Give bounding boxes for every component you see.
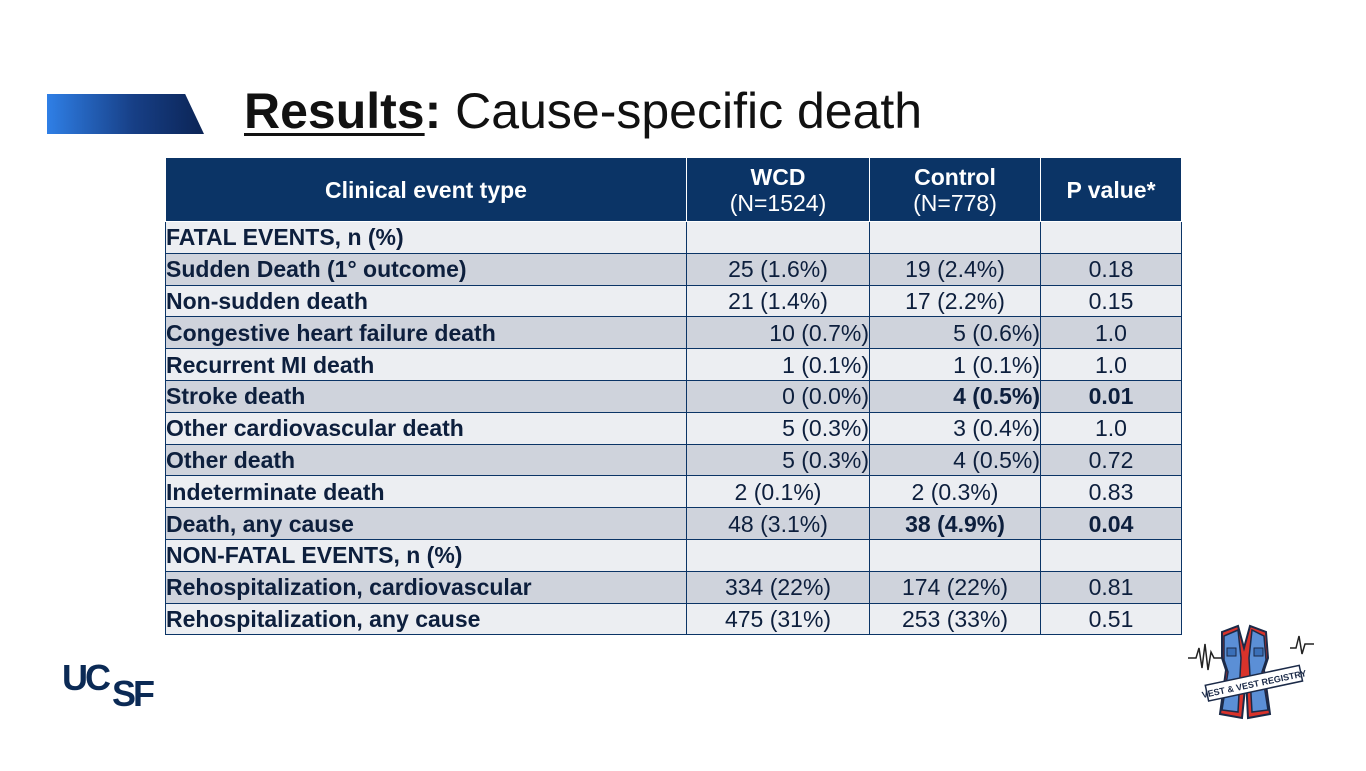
- table-row: Rehospitalization, any cause 475 (31%) 2…: [165, 602, 1182, 636]
- table-row: Non-sudden death 21 (1.4%) 17 (2.2%) 0.1…: [165, 284, 1182, 318]
- row-label: Congestive heart failure death: [165, 316, 687, 350]
- row-p: [1040, 221, 1182, 254]
- row-control: 17 (2.2%): [869, 284, 1041, 318]
- row-wcd: 10 (0.7%): [686, 316, 870, 350]
- row-control: 2 (0.3%): [869, 475, 1041, 509]
- table-header-row: Clinical event type WCD (N=1524) Control(…: [165, 157, 1182, 222]
- row-p: 0.81: [1040, 570, 1182, 604]
- row-label: Indeterminate death: [165, 475, 687, 509]
- slide-title: Results: Cause-specific death: [244, 80, 922, 142]
- row-label: NON-FATAL EVENTS, n (%): [165, 538, 687, 572]
- header-clinical-event-type: Clinical event type: [165, 157, 687, 222]
- table-row: FATAL EVENTS, n (%): [165, 221, 1182, 254]
- row-wcd: [686, 221, 870, 254]
- row-p: 0.15: [1040, 284, 1182, 318]
- title-colon: :: [424, 83, 442, 139]
- row-wcd: 5 (0.3%): [686, 411, 870, 445]
- row-p: 1.0: [1040, 316, 1182, 350]
- row-p: 0.01: [1040, 379, 1182, 413]
- row-p: 0.04: [1040, 507, 1182, 540]
- row-control: 253 (33%): [869, 602, 1041, 636]
- row-p: 0.51: [1040, 602, 1182, 636]
- row-label: Rehospitalization, cardiovascular: [165, 570, 687, 604]
- row-label: Death, any cause: [165, 507, 687, 540]
- row-label: Other cardiovascular death: [165, 411, 687, 445]
- row-wcd: 1 (0.1%): [686, 348, 870, 381]
- row-wcd: 334 (22%): [686, 570, 870, 604]
- row-label: Sudden Death (1° outcome): [165, 252, 687, 286]
- row-p: 1.0: [1040, 348, 1182, 381]
- row-control: 1 (0.1%): [869, 348, 1041, 381]
- table-row: Other cardiovascular death 5 (0.3%) 3 (0…: [165, 411, 1182, 445]
- row-control: [869, 538, 1041, 572]
- row-label: FATAL EVENTS, n (%): [165, 221, 687, 254]
- row-control: 3 (0.4%): [869, 411, 1041, 445]
- row-label: Recurrent MI death: [165, 348, 687, 381]
- table-row: Indeterminate death 2 (0.1%) 2 (0.3%) 0.…: [165, 475, 1182, 509]
- ucsf-logo: UC SF: [62, 660, 157, 710]
- row-control: 4 (0.5%): [869, 443, 1041, 477]
- row-wcd: 5 (0.3%): [686, 443, 870, 477]
- row-label: Rehospitalization, any cause: [165, 602, 687, 636]
- table-row: NON-FATAL EVENTS, n (%): [165, 538, 1182, 572]
- row-label: Stroke death: [165, 379, 687, 413]
- title-bold: Results: [244, 83, 425, 139]
- vest-registry-logo: VEST & VEST REGISTRY: [1188, 624, 1314, 720]
- table-row: Congestive heart failure death 10 (0.7%)…: [165, 316, 1182, 350]
- table-row: Other death 5 (0.3%) 4 (0.5%) 0.72: [165, 443, 1182, 477]
- row-wcd: 475 (31%): [686, 602, 870, 636]
- header-wcd: WCD (N=1524): [686, 157, 870, 222]
- table-row: Rehospitalization, cardiovascular 334 (2…: [165, 570, 1182, 604]
- table-row: Recurrent MI death 1 (0.1%) 1 (0.1%) 1.0: [165, 348, 1182, 381]
- row-wcd: 21 (1.4%): [686, 284, 870, 318]
- row-p: 0.83: [1040, 475, 1182, 509]
- header-control: Control (N=778): [869, 157, 1041, 222]
- row-wcd: 2 (0.1%): [686, 475, 870, 509]
- row-control: [869, 221, 1041, 254]
- row-p: [1040, 538, 1182, 572]
- row-p: 0.72: [1040, 443, 1182, 477]
- row-control: 38 (4.9%): [869, 507, 1041, 540]
- row-control: 5 (0.6%): [869, 316, 1041, 350]
- svg-text:SF: SF: [112, 673, 154, 710]
- row-wcd: 48 (3.1%): [686, 507, 870, 540]
- svg-text:UC: UC: [62, 660, 111, 698]
- row-p: 0.18: [1040, 252, 1182, 286]
- row-label: Non-sudden death: [165, 284, 687, 318]
- row-control: 19 (2.4%): [869, 252, 1041, 286]
- results-table: Clinical event type WCD (N=1524) Control(…: [165, 157, 1182, 636]
- table-row: Stroke death 0 (0.0%) 4 (0.5%) 0.01: [165, 379, 1182, 413]
- row-wcd: 0 (0.0%): [686, 379, 870, 413]
- header-p-value: P value*: [1040, 157, 1182, 222]
- row-control: 4 (0.5%): [869, 379, 1041, 413]
- row-label: Other death: [165, 443, 687, 477]
- row-control: 174 (22%): [869, 570, 1041, 604]
- row-wcd: 25 (1.6%): [686, 252, 870, 286]
- row-p: 1.0: [1040, 411, 1182, 445]
- title-accent-bar: [47, 94, 204, 134]
- table-row: Death, any cause 48 (3.1%) 38 (4.9%) 0.0…: [165, 507, 1182, 540]
- row-wcd: [686, 538, 870, 572]
- table-row: Sudden Death (1° outcome) 25 (1.6%) 19 (…: [165, 252, 1182, 286]
- title-rest: Cause-specific death: [441, 83, 923, 139]
